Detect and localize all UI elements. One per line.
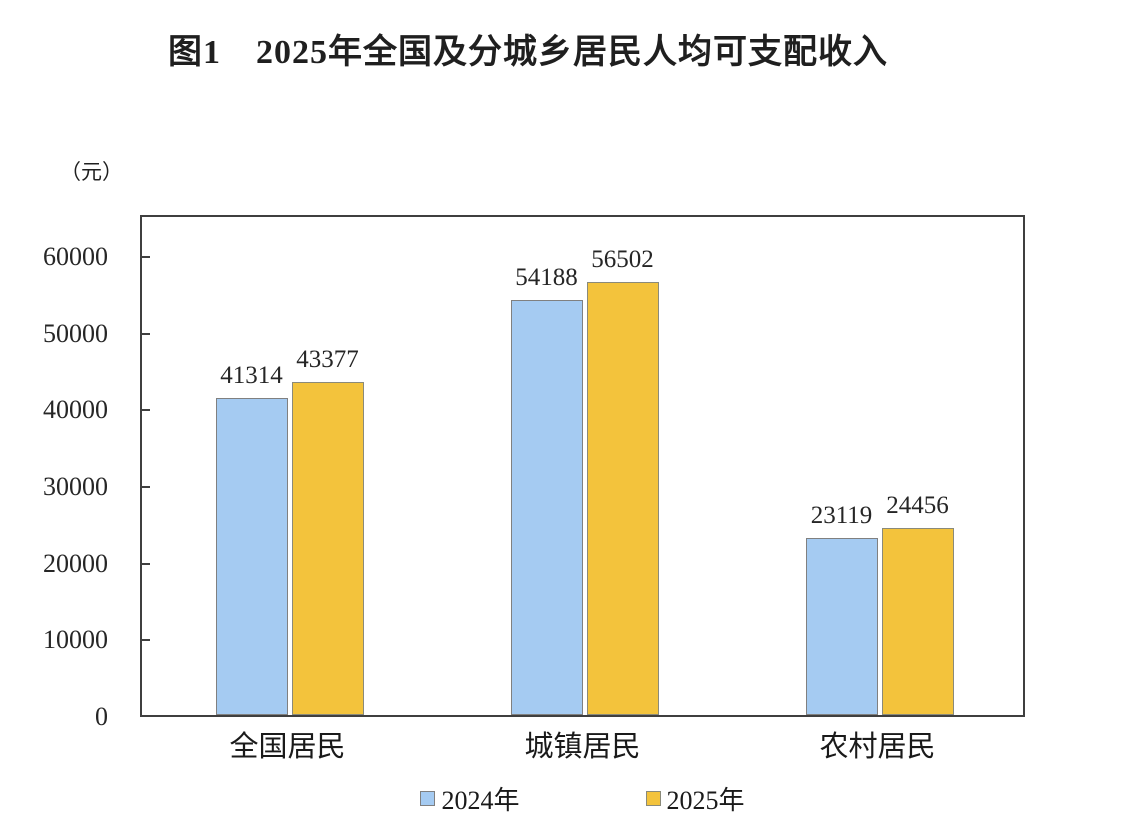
y-axis-tick-label: 30000 [43, 472, 108, 501]
chart-title: 图1 2025年全国及分城乡居民人均可支配收入 [168, 34, 888, 71]
bar-2025-urban [586, 282, 659, 715]
y-axis-tick-label: 0 [95, 702, 108, 731]
y-axis-tick-mark [142, 332, 150, 335]
value-label-2025-urban: 56502 [591, 246, 654, 273]
legend-swatch-2025 [645, 790, 661, 806]
y-axis-tick-mark [142, 256, 150, 258]
y-axis-tick-label: 60000 [43, 242, 108, 271]
value-label-2025-national: 43377 [296, 346, 359, 373]
bar-2024-rural [805, 538, 878, 715]
value-label-2025-rural: 24456 [886, 492, 949, 519]
x-axis-category-label-national: 全国居民 [229, 731, 346, 763]
y-axis-tick-label: 10000 [43, 625, 108, 655]
y-axis-tick-mark [142, 639, 150, 642]
bar-2024-urban [510, 300, 583, 715]
y-axis-tick-label: 20000 [43, 548, 108, 578]
legend-item-2025: 2025年 [645, 780, 745, 817]
bar-2025-national [291, 382, 364, 715]
value-label-2024-national: 41314 [220, 362, 283, 389]
x-axis-category-label-urban: 城镇居民 [524, 731, 641, 763]
bar-2025-rural [881, 528, 954, 715]
legend-label-2024: 2024年 [441, 785, 520, 815]
bar-2024-national [215, 398, 288, 715]
value-label-2024-rural: 23119 [810, 502, 873, 529]
plot-area: 41314 43377 54188 56502 23119 24456 [140, 215, 1025, 717]
value-label-2024-urban: 54188 [515, 264, 578, 291]
legend: 2024年 2025年 [140, 780, 1025, 816]
legend-item-2024: 2024年 [420, 780, 520, 817]
y-axis-tick-mark [142, 562, 150, 565]
y-axis-tick-label: 50000 [43, 318, 108, 348]
y-axis-tick-mark [142, 409, 150, 412]
legend-label-2025: 2025年 [666, 785, 745, 815]
x-axis-category-label-rural: 农村居民 [819, 731, 936, 763]
legend-swatch-2024 [420, 790, 436, 806]
y-axis-tick-label: 40000 [43, 395, 108, 425]
y-axis-unit-label: （元） [60, 160, 123, 184]
y-axis-tick-mark [142, 486, 150, 488]
